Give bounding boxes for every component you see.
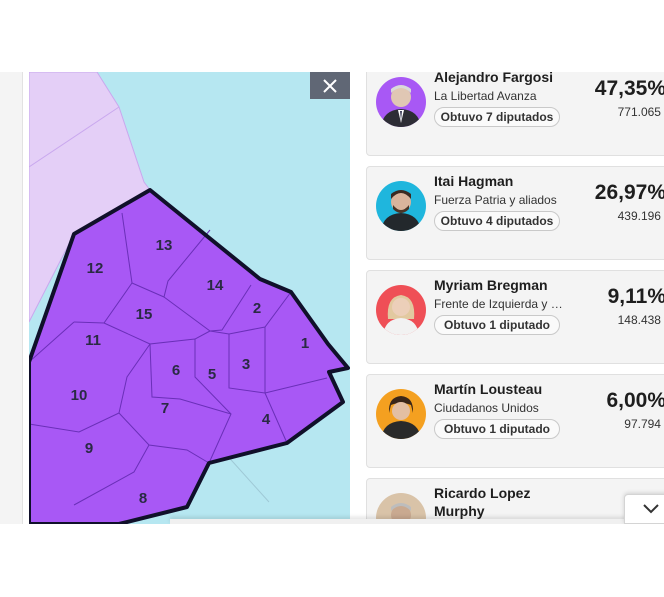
comuna-label-9[interactable]: 9	[85, 440, 93, 457]
comuna-label-15[interactable]: 15	[136, 306, 153, 323]
city-border	[29, 188, 350, 524]
vote-percentage: 9,11%	[607, 285, 664, 308]
vote-count: 148.438 votos	[617, 313, 664, 327]
vote-percentage: 47,35%	[594, 77, 664, 100]
candidate-name: Martín Lousteau	[434, 381, 543, 397]
candidate-name: Ricardo Lopez Murphy	[434, 485, 531, 519]
vote-percentage: 26,97%	[594, 181, 664, 204]
comuna-labels: 1 2 3 4 5 6 7 8 9 10 11 12 13 14 15	[71, 237, 310, 507]
candidate-party: Frente de Izquierda y d…	[434, 297, 566, 311]
comuna-label-1[interactable]: 1	[301, 335, 309, 352]
avatar	[376, 77, 426, 127]
candidate-party: Ciudadanos Unidos	[434, 401, 539, 415]
seats-badge: Obtuvo 4 diputados	[434, 211, 560, 231]
candidate-card-fargosi[interactable]: Alejandro Fargosi La Libertad Avanza Obt…	[366, 72, 664, 156]
avatar	[376, 389, 426, 439]
avatar	[376, 285, 426, 335]
candidate-card-hagman[interactable]: Itai Hagman Fuerza Patria y aliados Obtu…	[366, 166, 664, 260]
scroll-down-button[interactable]	[624, 494, 664, 524]
vote-count: 771.065 votos	[617, 105, 664, 119]
seats-badge: Obtuvo 1 diputado	[434, 419, 560, 439]
province-boundary	[29, 106, 120, 168]
bottom-bar	[170, 519, 630, 524]
comuna-label-11[interactable]: 11	[85, 332, 101, 349]
candidate-name: Alejandro Fargosi	[434, 72, 554, 85]
city-area	[29, 190, 348, 524]
comuna-label-5[interactable]: 5	[208, 366, 216, 383]
avatar	[376, 181, 426, 231]
comuna-label-3[interactable]: 3	[242, 356, 250, 373]
comuna-label-7[interactable]: 7	[161, 400, 169, 417]
candidate-name: Itai Hagman	[434, 173, 514, 189]
comuna-label-14[interactable]: 14	[207, 277, 224, 294]
comuna-borders	[29, 212, 328, 506]
results-list[interactable]: Alejandro Fargosi La Libertad Avanza Obt…	[366, 72, 664, 524]
comuna-label-2[interactable]: 2	[253, 300, 261, 317]
comunas-map[interactable]: 1 2 3 4 5 6 7 8 9 10 11 12 13 14 15	[29, 72, 350, 524]
comuna-label-13[interactable]: 13	[156, 237, 173, 254]
seats-badge: Obtuvo 1 diputado	[434, 315, 560, 335]
candidate-party: La Libertad Avanza	[434, 89, 537, 103]
vote-percentage: 6,00%	[606, 389, 664, 412]
results-viewport: 1 2 3 4 5 6 7 8 9 10 11 12 13 14 15	[0, 72, 664, 524]
vote-count: 439.196 votos	[617, 209, 664, 223]
comuna-label-10[interactable]: 10	[71, 387, 88, 404]
close-icon	[323, 78, 337, 93]
comuna-label-12[interactable]: 12	[87, 260, 104, 277]
candidate-card-lousteau[interactable]: Martín Lousteau Ciudadanos Unidos Obtuvo…	[366, 374, 664, 468]
comuna-label-6[interactable]: 6	[172, 362, 180, 379]
left-edge-panel	[0, 72, 23, 524]
chevron-down-icon	[643, 504, 659, 514]
seats-badge: Obtuvo 7 diputados	[434, 107, 560, 127]
candidate-card-bregman[interactable]: Myriam Bregman Frente de Izquierda y d… …	[366, 270, 664, 364]
candidate-card-lopez-murphy[interactable]: Ricardo Lopez Murphy 4,0	[366, 478, 664, 524]
comuna-label-4[interactable]: 4	[262, 411, 271, 428]
vote-count: 97.794 votos	[624, 417, 664, 431]
candidate-name: Myriam Bregman	[434, 277, 548, 293]
candidate-party: Fuerza Patria y aliados	[434, 193, 557, 207]
close-button[interactable]	[310, 72, 350, 99]
comuna-label-8[interactable]: 8	[139, 490, 147, 507]
province-area	[29, 72, 151, 323]
